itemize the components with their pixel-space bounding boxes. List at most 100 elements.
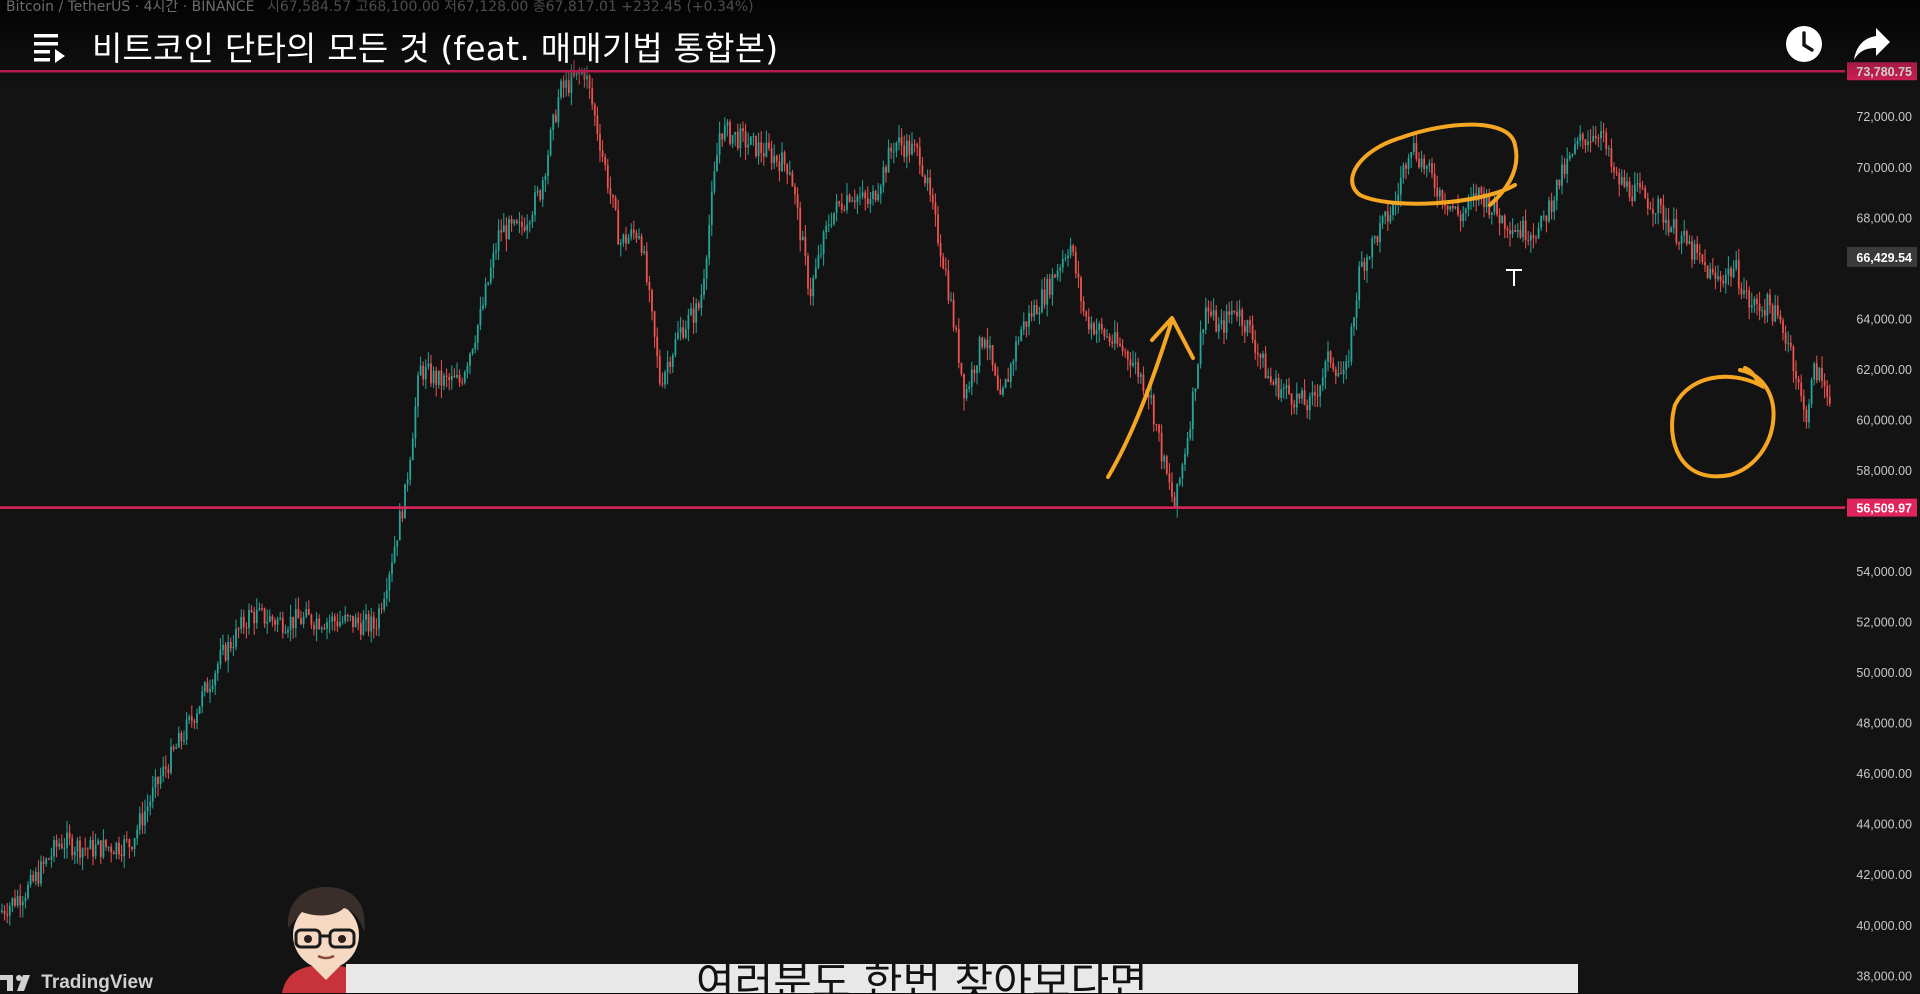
candle-body: [1295, 393, 1298, 408]
candle-body: [1173, 496, 1176, 508]
share-arrow-icon[interactable]: [1852, 26, 1892, 64]
candle-body: [1410, 151, 1413, 158]
candle-body: [11, 898, 14, 906]
candle-body: [183, 739, 185, 742]
candle-body: [1290, 393, 1293, 405]
candle-body: [664, 372, 666, 385]
candle-body: [731, 135, 734, 144]
candle-body: [1501, 215, 1504, 224]
candle-body: [1033, 305, 1036, 317]
candle-body: [419, 365, 422, 376]
candle-body: [219, 650, 222, 665]
candle-body: [1626, 181, 1628, 187]
candle-body: [1332, 362, 1335, 370]
candle-body: [453, 375, 456, 378]
candle-body: [328, 621, 331, 623]
y-axis-tick-label: 58,000.00: [1856, 464, 1912, 478]
candle-body: [1774, 305, 1777, 322]
candle-body: [1197, 364, 1199, 389]
candle-body: [1688, 241, 1691, 244]
candle-body: [1009, 364, 1012, 383]
candle-body: [536, 190, 539, 193]
candle-body: [1254, 339, 1257, 353]
player-top-bar: Bitcoin / TetherUS · 4시간 · BINANCE 시67,5…: [0, 0, 1920, 92]
candle-body: [1272, 382, 1275, 385]
candle-body: [1693, 244, 1696, 260]
candle-body: [339, 621, 341, 627]
candle-body: [1540, 215, 1543, 228]
candle-body: [1022, 321, 1025, 330]
candle-body: [1407, 157, 1410, 169]
candle-body: [14, 898, 16, 906]
y-axis-tick-label: 44,000.00: [1856, 818, 1912, 832]
candle-body: [1449, 206, 1452, 210]
candle-body: [318, 618, 321, 629]
candle-body: [825, 225, 828, 233]
candle-body: [1618, 172, 1621, 185]
candle-body: [29, 874, 32, 885]
candle-body: [544, 176, 547, 181]
candle-body: [846, 195, 848, 211]
candle-body: [1457, 206, 1459, 215]
candle-body: [1158, 424, 1160, 433]
candle-body: [263, 608, 266, 624]
candle-body: [1568, 155, 1571, 159]
candle-body: [1142, 374, 1145, 392]
candle-body: [1402, 164, 1405, 178]
candle-body: [1288, 385, 1290, 394]
candle-body: [890, 147, 893, 152]
candle-body: [687, 315, 690, 330]
candle-body: [1719, 276, 1722, 281]
clock-icon[interactable]: [1784, 24, 1824, 64]
candle-body: [1750, 305, 1753, 308]
candle-body: [196, 713, 198, 723]
candle-body: [21, 901, 24, 906]
candle-body: [474, 342, 477, 350]
candle-body: [492, 252, 495, 268]
candle-body: [450, 375, 453, 381]
candle-body: [1823, 380, 1826, 386]
candle-body: [614, 197, 617, 210]
candle-body: [1306, 405, 1309, 411]
candle-body: [323, 627, 326, 629]
candle-body: [398, 511, 401, 541]
candle-body: [1202, 329, 1205, 333]
candle-body: [479, 308, 482, 326]
candle-body: [1077, 273, 1080, 278]
candle-body: [1761, 310, 1764, 312]
candle-body: [92, 839, 94, 857]
candle-body: [918, 147, 921, 166]
y-axis-tick-label: 40,000.00: [1856, 919, 1912, 933]
candle-body: [898, 137, 900, 143]
candle-body: [838, 201, 841, 204]
candle-body: [593, 104, 596, 116]
candle-body: [1373, 236, 1376, 239]
candle-body: [1810, 379, 1813, 404]
candle-body: [768, 142, 770, 149]
candle-body: [1740, 288, 1743, 295]
candle-body: [783, 152, 786, 165]
candle-body: [1054, 274, 1056, 278]
candle-body: [1680, 235, 1683, 244]
candle-body: [526, 224, 529, 231]
candle-body: [835, 201, 838, 213]
candle-body: [1139, 374, 1142, 377]
candle-body: [1527, 240, 1530, 242]
candle-body: [1041, 289, 1043, 313]
candle-body: [521, 222, 523, 227]
playlist-icon[interactable]: [34, 30, 68, 64]
candle-body: [354, 617, 357, 628]
candle-body: [1366, 257, 1368, 271]
candle-body: [1717, 276, 1719, 280]
video-title[interactable]: 비트코인 단타의 모든 것 (feat. 매매기법 통합본): [92, 29, 779, 68]
candle-body: [287, 630, 289, 633]
candle-body: [861, 192, 864, 197]
candle-body: [45, 858, 48, 864]
candle-body: [801, 236, 804, 241]
candle-body: [1667, 219, 1670, 233]
candle-body: [1532, 235, 1535, 238]
candle-body: [1636, 183, 1639, 185]
candle-body: [1685, 231, 1688, 244]
candle-body: [1753, 298, 1756, 306]
